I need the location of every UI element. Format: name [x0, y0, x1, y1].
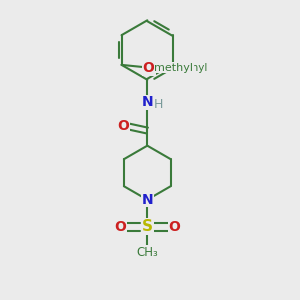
Text: methyl: methyl — [171, 63, 208, 73]
Text: O: O — [168, 220, 180, 234]
Text: methyl: methyl — [154, 63, 194, 73]
Text: CH₃: CH₃ — [136, 246, 158, 259]
Text: N: N — [142, 95, 153, 110]
Text: H: H — [153, 98, 163, 111]
Text: O: O — [142, 61, 154, 75]
Text: O: O — [117, 119, 129, 133]
Text: S: S — [142, 219, 153, 234]
Text: N: N — [142, 193, 153, 207]
Text: O: O — [114, 220, 126, 234]
